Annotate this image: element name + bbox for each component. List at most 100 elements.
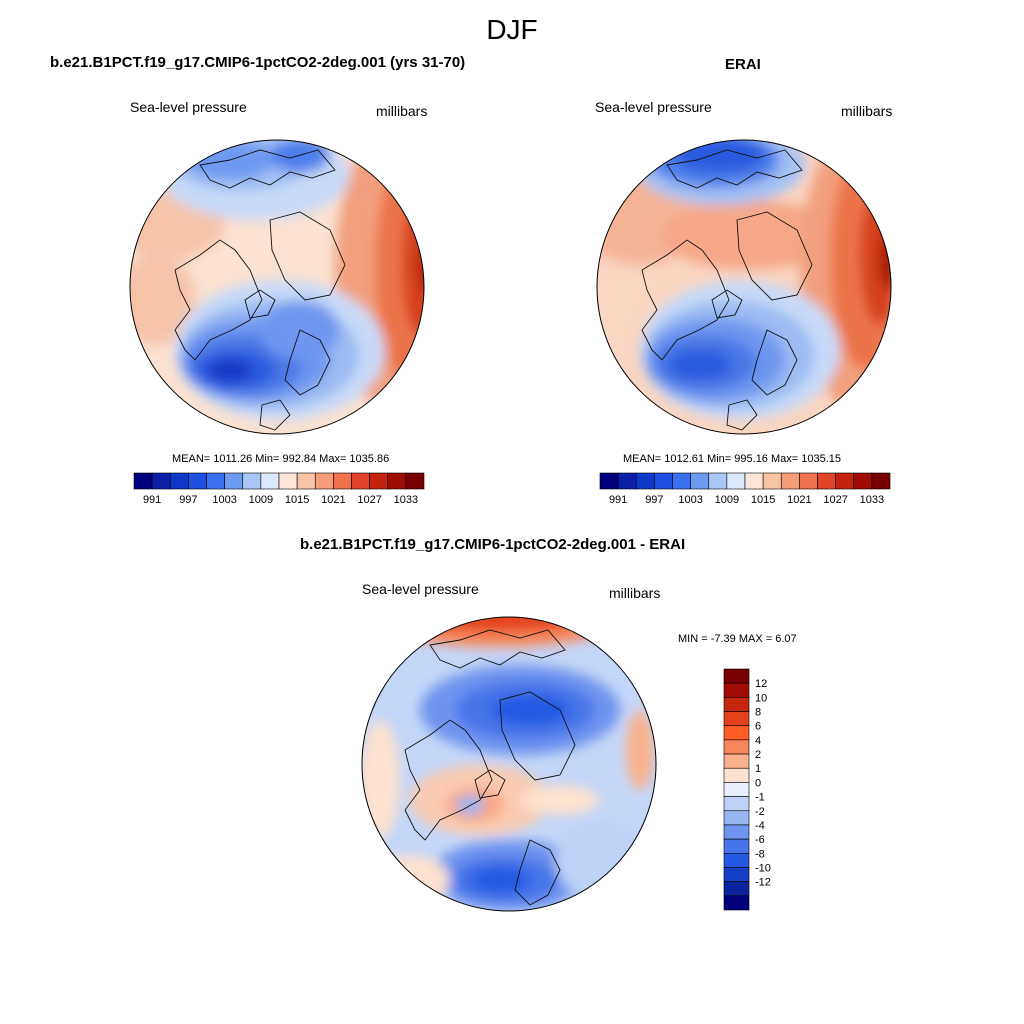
right-colorbar: 991 997 1003 1009 1015 1021 1027 1033	[599, 472, 891, 506]
diff-colorbar-label: 1	[755, 763, 761, 775]
left-colorbar-label: 997	[179, 494, 197, 506]
left-colorbar-swatch	[405, 472, 425, 490]
diff-panel-title: b.e21.B1PCT.f19_g17.CMIP6-1pctCO2-2deg.0…	[300, 536, 686, 553]
left-colorbar-label: 1009	[249, 494, 273, 506]
right-colorbar-label: 1015	[751, 494, 775, 506]
left-colorbar-swatch	[333, 472, 352, 490]
diff-colorbar-swatch	[723, 810, 750, 826]
right-colorbar-label: 1027	[823, 494, 847, 506]
left-colorbar-swatch	[387, 472, 407, 490]
diff-colorbar-label: 4	[755, 735, 761, 747]
left-stats: MEAN= 1011.26 Min= 992.84 Max= 1035.86	[172, 453, 390, 465]
diff-colorbar-swatch	[723, 725, 750, 741]
diff-colorbar-label: 8	[755, 707, 761, 719]
left-map	[130, 140, 424, 434]
left-colorbar-label: 1027	[357, 494, 381, 506]
right-colorbar-label: 1009	[715, 494, 739, 506]
left-colorbar-label: 1033	[394, 494, 418, 506]
right-colorbar-swatch	[654, 472, 673, 490]
diff-colorbar-label: 10	[755, 692, 767, 704]
left-colorbar-swatch	[224, 472, 244, 490]
diff-colorbar-swatch	[723, 867, 750, 882]
diff-colorbar-swatch	[723, 852, 750, 868]
right-units-label: millibars	[841, 103, 893, 119]
left-colorbar-swatch	[133, 472, 153, 490]
main-title: DJF	[486, 14, 538, 45]
diff-colorbar-label: -1	[755, 792, 765, 804]
diff-colorbar-swatch	[723, 767, 750, 783]
diff-colorbar-swatch	[723, 796, 750, 812]
diff-colorbar-swatch	[723, 895, 750, 911]
diff-colorbar-swatch	[723, 668, 750, 684]
diff-colorbar-label: -12	[755, 877, 771, 889]
right-colorbar-swatch	[744, 472, 764, 490]
left-map-border	[129, 139, 425, 435]
diff-colorbar-swatch	[723, 711, 750, 727]
left-variable-label: Sea-level pressure	[130, 99, 247, 115]
right-variable-label: Sea-level pressure	[595, 99, 712, 115]
diff-colorbar-label: -6	[755, 834, 765, 846]
right-colorbar-swatch	[708, 472, 728, 490]
left-colorbar-label: 1003	[212, 494, 236, 506]
diff-map-border	[361, 616, 657, 912]
left-colorbar-swatch	[169, 472, 189, 490]
left-colorbar-swatch	[369, 472, 389, 490]
diff-colorbar-swatch	[723, 682, 750, 698]
diff-colorbar-swatch	[723, 739, 750, 755]
right-colorbar-swatch	[871, 472, 891, 490]
right-colorbar-swatch	[672, 472, 691, 490]
right-colorbar-swatch	[799, 472, 818, 490]
right-map	[597, 140, 891, 434]
right-colorbar-swatch	[617, 472, 637, 490]
right-colorbar-swatch	[780, 472, 800, 490]
diff-colorbar-label: -8	[755, 848, 765, 860]
right-colorbar-label: 991	[609, 494, 627, 506]
diff-stats: MIN = -7.39 MAX = 6.07	[678, 633, 797, 645]
diff-colorbar-label: 6	[755, 721, 761, 733]
diff-variable-label: Sea-level pressure	[362, 581, 479, 597]
diff-map	[362, 617, 656, 911]
right-colorbar-label: 1033	[860, 494, 884, 506]
right-panel-title: ERAI	[725, 56, 761, 73]
diff-colorbar-swatch	[723, 753, 750, 769]
right-stats: MEAN= 1012.61 Min= 995.16 Max= 1035.15	[623, 453, 842, 465]
diff-colorbar-swatch	[723, 838, 750, 854]
diff-units-label: millibars	[609, 585, 661, 601]
left-colorbar-swatch	[278, 472, 298, 490]
left-colorbar-label: 1021	[321, 494, 345, 506]
right-colorbar-swatch	[599, 472, 619, 490]
right-colorbar-swatch	[690, 472, 710, 490]
left-colorbar-label: 991	[143, 494, 161, 506]
left-units-label: millibars	[376, 103, 428, 119]
right-colorbar-swatch	[835, 472, 855, 490]
left-colorbar-label: 1015	[285, 494, 309, 506]
right-colorbar-label: 1003	[678, 494, 702, 506]
left-colorbar-swatch	[314, 472, 334, 490]
right-colorbar-swatch	[817, 472, 836, 490]
left-colorbar-swatch	[206, 472, 225, 490]
left-colorbar: 991 997 1003 1009 1015 1021 1027 1033	[133, 472, 425, 506]
diff-colorbar-label: 12	[755, 678, 767, 690]
diff-colorbar-label: 0	[755, 777, 761, 789]
right-colorbar-swatch	[635, 472, 655, 490]
diff-colorbar-swatch	[723, 782, 750, 797]
right-colorbar-label: 997	[645, 494, 663, 506]
left-colorbar-swatch	[260, 472, 280, 490]
right-map-border	[596, 139, 892, 435]
right-colorbar-label: 1021	[787, 494, 811, 506]
diff-colorbar-label: -2	[755, 806, 765, 818]
left-panel-title: b.e21.B1PCT.f19_g17.CMIP6-1pctCO2-2deg.0…	[50, 54, 466, 71]
left-colorbar-swatch	[151, 472, 171, 490]
left-colorbar-swatch	[351, 472, 370, 490]
left-colorbar-swatch	[296, 472, 316, 490]
diff-colorbar-swatch	[723, 697, 750, 712]
right-colorbar-swatch	[853, 472, 873, 490]
diff-colorbar-swatch	[723, 824, 750, 840]
diff-colorbar-label: -10	[755, 862, 771, 874]
left-colorbar-swatch	[188, 472, 207, 490]
diff-colorbar-label: -4	[755, 820, 765, 832]
right-colorbar-swatch	[762, 472, 782, 490]
left-colorbar-swatch	[242, 472, 262, 490]
